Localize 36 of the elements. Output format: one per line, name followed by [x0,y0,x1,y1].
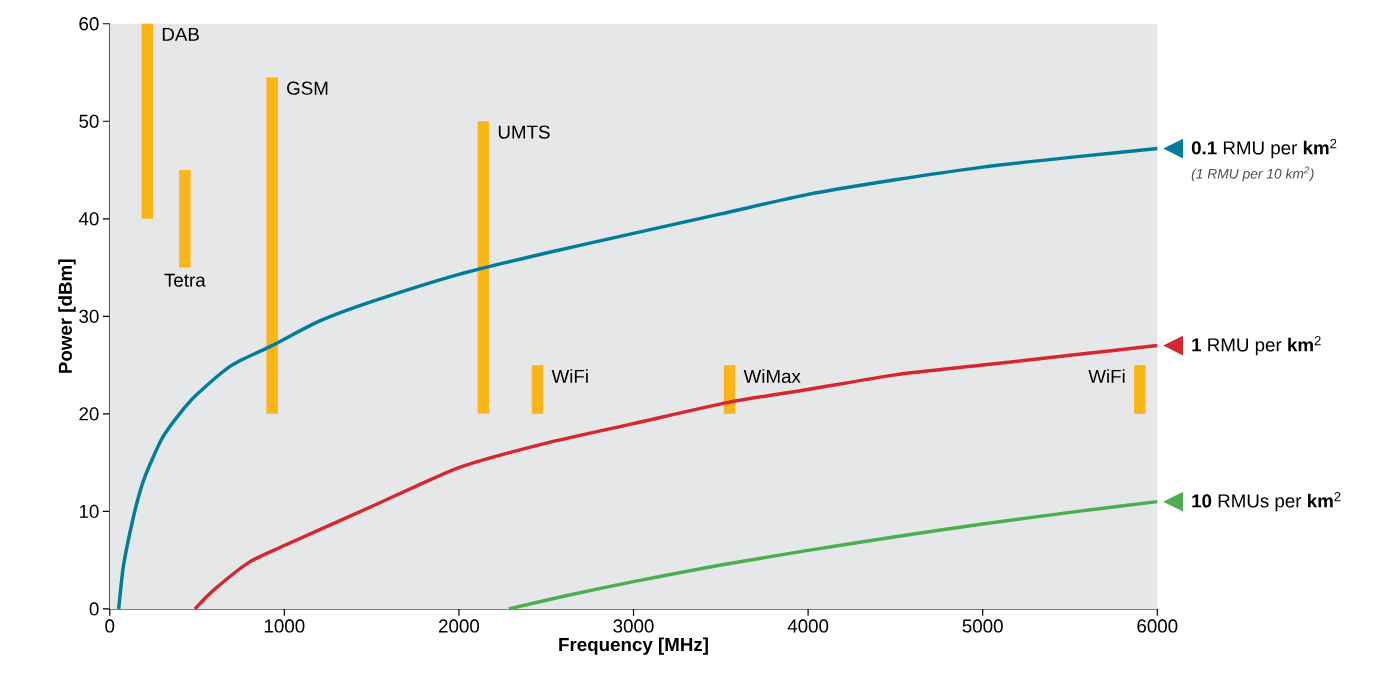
annotation: WiFi [551,369,588,383]
x-tick-label: 3000 [613,619,654,633]
annotation: WiMax [743,369,801,383]
y-tick-label: 30 [79,309,99,323]
y-tick-label: 60 [79,17,99,31]
y-tick-label: 0 [89,602,99,616]
y-tick-label: 40 [78,212,99,226]
annotation: Tetra [164,273,206,287]
annotation: UMTS [498,125,550,139]
line-series [507,499,1160,611]
line-series [116,146,1160,611]
annotation: DAB [162,27,199,41]
y-axis-title: Power [dBm] [58,259,76,373]
line-series [193,343,1160,611]
y-tick-label: 10 [79,504,99,518]
bar [477,121,490,414]
bar [141,23,154,219]
x-tick-label: 1000 [264,619,305,633]
text: (1 RMU per 10 km$^{2}$) [1191,166,1314,182]
x-tick-label: 2000 [439,619,480,633]
y-tick-label: 50 [79,114,99,128]
annotation: GSM [287,81,328,95]
legend-label: 10 RMUs per km$^{2}$ [1192,491,1341,512]
bar [531,365,544,414]
x-axis-title: Frequency [MHz] [559,637,708,655]
bar [266,77,278,414]
y-tick-label: 20 [79,407,99,421]
annotation: WiFi [1088,369,1125,383]
x-tick-label: 6000 [1137,619,1178,633]
x-tick-label: 0 [105,619,115,633]
legend-label: 1 RMU per km$^{2}$ [1192,335,1321,356]
bar [179,170,191,268]
x-tick-label: 5000 [962,619,1003,633]
x-tick-label: 4000 [787,619,829,633]
bar [1134,365,1146,414]
legend-label: 0.1 RMU per km$^{2}$ [1191,138,1337,159]
